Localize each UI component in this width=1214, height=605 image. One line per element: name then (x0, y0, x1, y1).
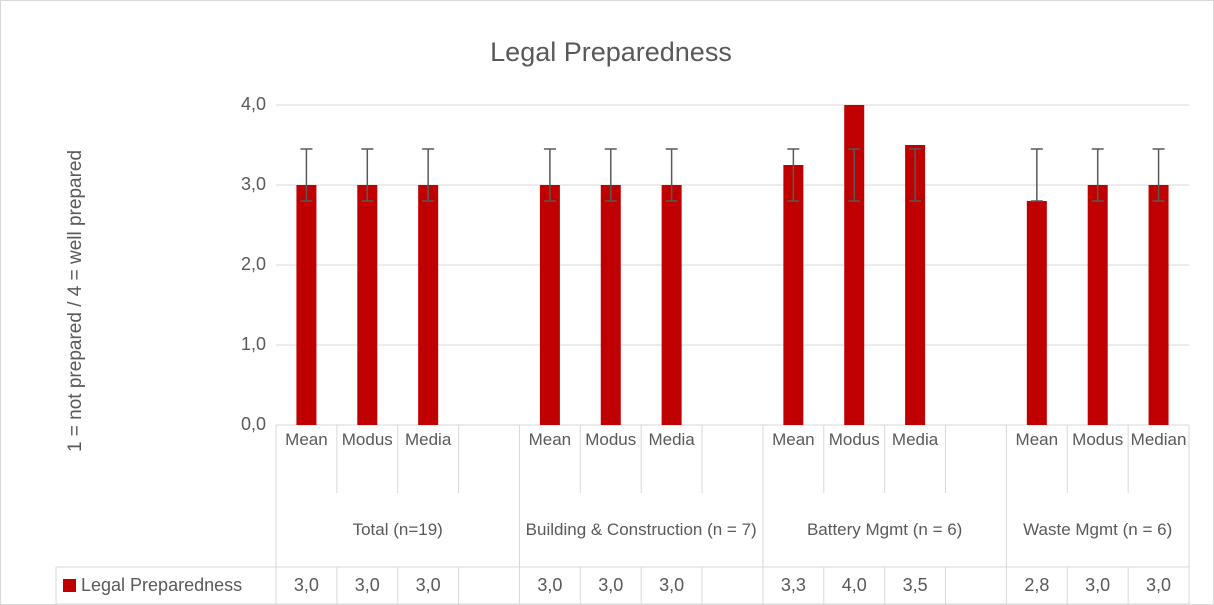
x-tick-label: Mean (1015, 430, 1059, 449)
group-label: Building & Construction (n = 7) (525, 520, 757, 539)
table-value: 3,0 (1085, 575, 1110, 595)
x-tick-label: Modus (341, 430, 393, 449)
table-value: 3,3 (781, 575, 806, 595)
table-value: 3,5 (903, 575, 928, 595)
bar (539, 185, 560, 425)
table-value: 3,0 (598, 575, 623, 595)
x-tick-label: Median (1130, 430, 1187, 449)
y-tick-label: 2,0 (241, 254, 266, 274)
x-tick-label: Modus (585, 430, 637, 449)
x-tick-label: Mean (285, 430, 328, 449)
y-tick-label: 3,0 (241, 174, 266, 194)
x-tick-label: Modus (1072, 430, 1124, 449)
table-value: 2,8 (1024, 575, 1049, 595)
x-tick-label: Media (891, 430, 939, 449)
bar (905, 145, 926, 425)
y-tick-label: 1,0 (241, 334, 266, 354)
bar (357, 185, 378, 425)
bar (783, 165, 804, 425)
bar (661, 185, 682, 425)
table-value: 3,0 (659, 575, 684, 595)
table-value: 3,0 (416, 575, 441, 595)
y-axis-title: 1 = not prepared / 4 = well prepared (65, 150, 86, 452)
bar (1026, 201, 1047, 425)
group-label: Battery Mgmt (n = 6) (806, 520, 963, 539)
bar (296, 185, 317, 425)
bar (1087, 185, 1108, 425)
bar (844, 105, 865, 425)
table-value: 3,0 (537, 575, 562, 595)
table-value: 3,0 (294, 575, 319, 595)
x-tick-label: Modus (828, 430, 880, 449)
bar (600, 185, 621, 425)
group-label: Waste Mgmt (n = 6) (1023, 520, 1173, 539)
x-tick-label: Media (404, 430, 452, 449)
bar (418, 185, 439, 425)
bar (1148, 185, 1169, 425)
table-value: 3,0 (1146, 575, 1171, 595)
legend-swatch (63, 579, 76, 592)
x-tick-label: Mean (528, 430, 572, 449)
chart-title: Legal Preparedness (490, 37, 732, 67)
table-value: 3,0 (355, 575, 380, 595)
x-tick-label: Media (648, 430, 695, 449)
legend-label: Legal Preparedness (81, 575, 242, 595)
group-label: Total (n=19) (352, 520, 443, 539)
y-tick-label: 0,0 (241, 414, 266, 434)
table-value: 4,0 (842, 575, 867, 595)
x-tick-label: Mean (772, 430, 815, 449)
y-tick-label: 4,0 (241, 94, 266, 114)
